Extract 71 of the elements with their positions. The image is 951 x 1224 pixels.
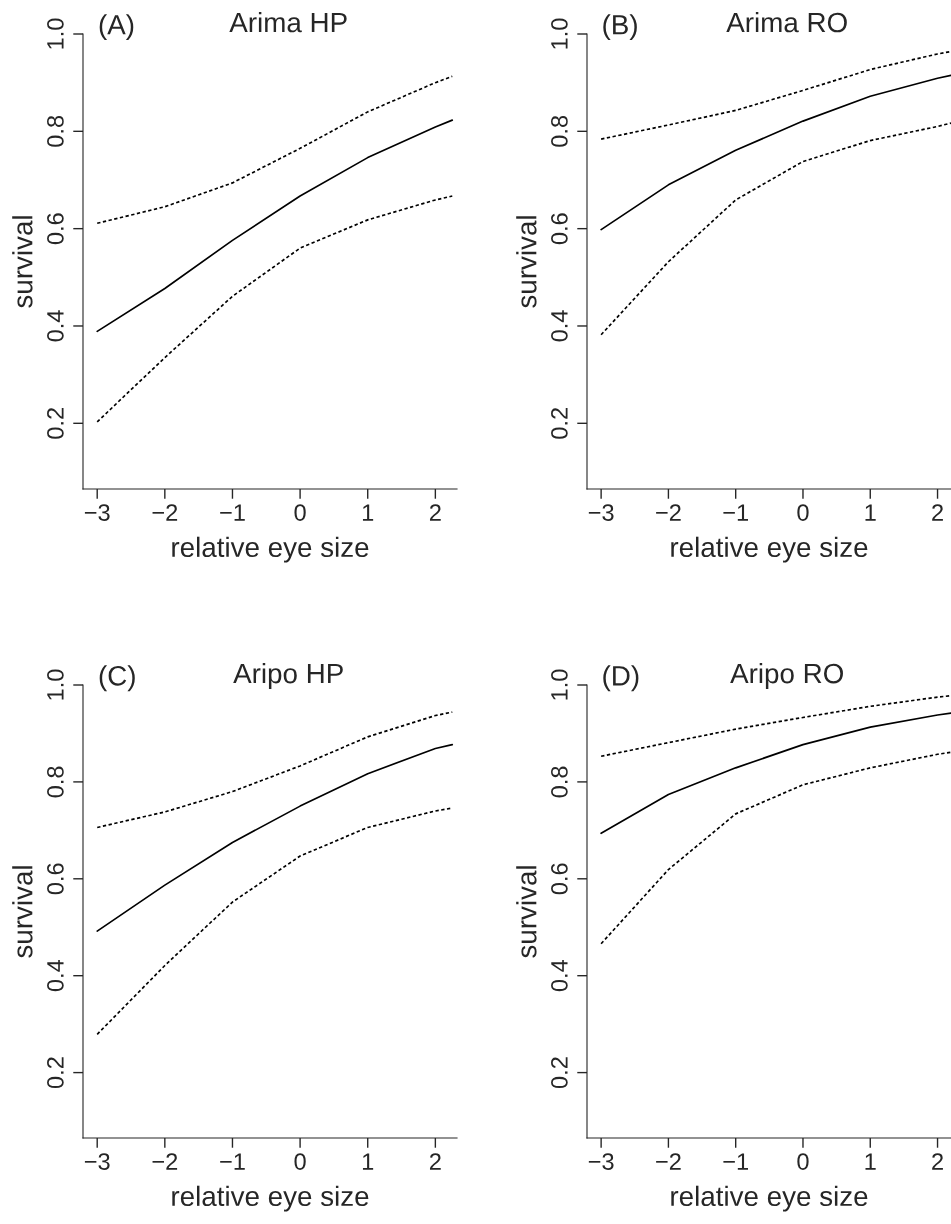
y-tick-label: 0.2 (47, 1057, 64, 1089)
chart-title: Arima HP (229, 11, 347, 33)
annotation: (D) (603, 665, 639, 692)
x-tick-label: 0 (294, 504, 306, 521)
y-tick-label: 1.0 (47, 669, 64, 700)
y-axis-title: survival (516, 216, 537, 308)
y-tick-label: 0.6 (47, 863, 64, 895)
line-series (600, 694, 951, 758)
y-tick-label: 0.4 (47, 310, 64, 342)
line-series (600, 50, 951, 140)
x-tick-label: −3 (84, 504, 110, 521)
x-axis-title: relative eye size (671, 536, 868, 563)
y-tick-label: 0.6 (47, 213, 64, 245)
y-axis-title: survival (516, 866, 537, 958)
chart-title: Arima RO (726, 11, 847, 33)
line-series (600, 751, 951, 945)
x-tick-label: −1 (220, 1153, 245, 1170)
y-axis-title: survival (12, 216, 33, 308)
x-tick-label: 2 (932, 1153, 943, 1170)
x-tick-label: −3 (588, 504, 614, 521)
x-tick-label: 0 (797, 504, 809, 521)
y-tick-label: 0.4 (551, 310, 568, 342)
y-axis-title: survival (12, 866, 33, 958)
x-tick-label: −1 (723, 1153, 748, 1170)
x-axis-title: relative eye size (172, 1185, 369, 1212)
y-tick-label: 0.4 (47, 959, 64, 992)
y-tick-label: 0.6 (551, 863, 568, 895)
y-tick-label: 0.6 (551, 213, 568, 245)
y-tick-label: 0.2 (47, 408, 64, 439)
y-tick-label: 0.8 (551, 115, 568, 147)
x-tick-label: −1 (220, 504, 245, 521)
annotation: (A) (99, 14, 134, 41)
x-tick-label: 0 (797, 1153, 809, 1170)
chart-title: Aripo RO (730, 662, 843, 689)
x-tick-label: 1 (865, 504, 876, 521)
x-tick-label: −2 (656, 504, 681, 521)
y-tick-label: 1.0 (551, 669, 568, 700)
y-tick-label: 0.2 (551, 408, 568, 439)
x-tick-label: −2 (152, 504, 178, 521)
line-series (600, 122, 951, 336)
y-tick-label: 0.8 (47, 766, 64, 798)
x-tick-label: 1 (362, 504, 374, 521)
x-axis-title: relative eye size (172, 536, 369, 563)
line-series (600, 712, 951, 835)
y-tick-label: 0.8 (551, 766, 568, 798)
line-series (96, 119, 454, 333)
x-tick-label: −1 (723, 504, 748, 521)
line-series (96, 195, 454, 423)
line-series (96, 743, 454, 932)
x-tick-label: 1 (362, 1153, 374, 1170)
y-tick-label: 1.0 (47, 18, 64, 49)
line-series (600, 74, 951, 231)
y-tick-label: 0.8 (47, 115, 64, 147)
x-axis-title: relative eye size (671, 1185, 868, 1212)
x-tick-label: −3 (84, 1153, 110, 1170)
x-tick-label: 1 (865, 1153, 876, 1170)
x-tick-label: 0 (294, 1153, 306, 1170)
y-tick-label: 0.2 (551, 1057, 568, 1089)
x-tick-label: 2 (932, 504, 943, 521)
x-tick-label: −3 (588, 1153, 614, 1170)
chart-title: Aripo HP (233, 662, 343, 689)
x-tick-label: 2 (429, 504, 441, 521)
x-tick-label: −2 (152, 1153, 178, 1170)
x-tick-label: −2 (656, 1153, 681, 1170)
annotation: (C) (99, 665, 135, 692)
line-series (96, 75, 454, 225)
y-tick-label: 0.4 (551, 959, 568, 992)
y-tick-label: 1.0 (551, 18, 568, 49)
annotation: (B) (603, 14, 637, 41)
x-tick-label: 2 (429, 1153, 441, 1170)
line-series (96, 711, 454, 829)
